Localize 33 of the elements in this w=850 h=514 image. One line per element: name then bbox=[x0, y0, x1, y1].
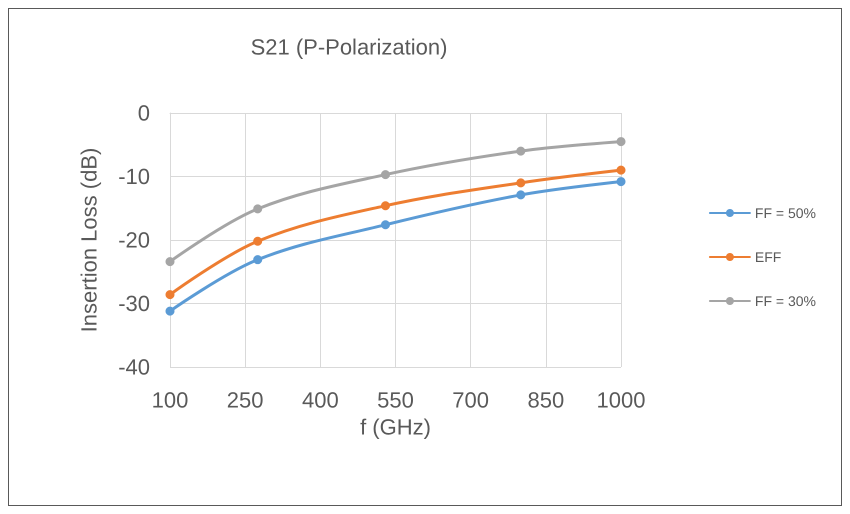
point bbox=[253, 204, 262, 214]
point bbox=[253, 255, 262, 264]
point bbox=[616, 177, 626, 186]
y-tick-label: 0 bbox=[138, 100, 150, 126]
x-tick-label: 550 bbox=[377, 388, 414, 412]
x-axis-title: f (GHz) bbox=[360, 414, 431, 440]
x-tick-label: 100 bbox=[152, 388, 188, 412]
point bbox=[166, 306, 174, 316]
x-tick-label: 850 bbox=[527, 388, 564, 412]
point bbox=[166, 290, 174, 300]
x-tick-label: 250 bbox=[226, 388, 264, 412]
point bbox=[616, 166, 626, 175]
y-axis-title: Insertion Loss (dB) bbox=[76, 148, 102, 332]
point bbox=[616, 137, 626, 146]
y-tick-label: -10 bbox=[118, 164, 150, 189]
legend-label: FF = 30% bbox=[754, 293, 816, 309]
chart-title: S21 (P-Polarization) bbox=[250, 34, 448, 60]
point bbox=[253, 236, 262, 246]
point bbox=[516, 146, 526, 156]
y-tick-label: -20 bbox=[118, 228, 150, 252]
point bbox=[166, 257, 174, 266]
point bbox=[380, 201, 390, 210]
x-tick-label: 400 bbox=[302, 388, 339, 412]
point bbox=[516, 178, 526, 188]
legend-label: EFF bbox=[754, 249, 782, 265]
x-tick-label: 700 bbox=[452, 388, 490, 412]
point bbox=[516, 190, 526, 200]
y-tick-label: -30 bbox=[118, 291, 150, 316]
x-tick-label: 1000 bbox=[596, 388, 646, 412]
legend-label: FF = 50% bbox=[754, 205, 816, 221]
y-tick-label: -40 bbox=[118, 354, 150, 380]
point bbox=[380, 170, 390, 180]
point bbox=[380, 220, 390, 230]
